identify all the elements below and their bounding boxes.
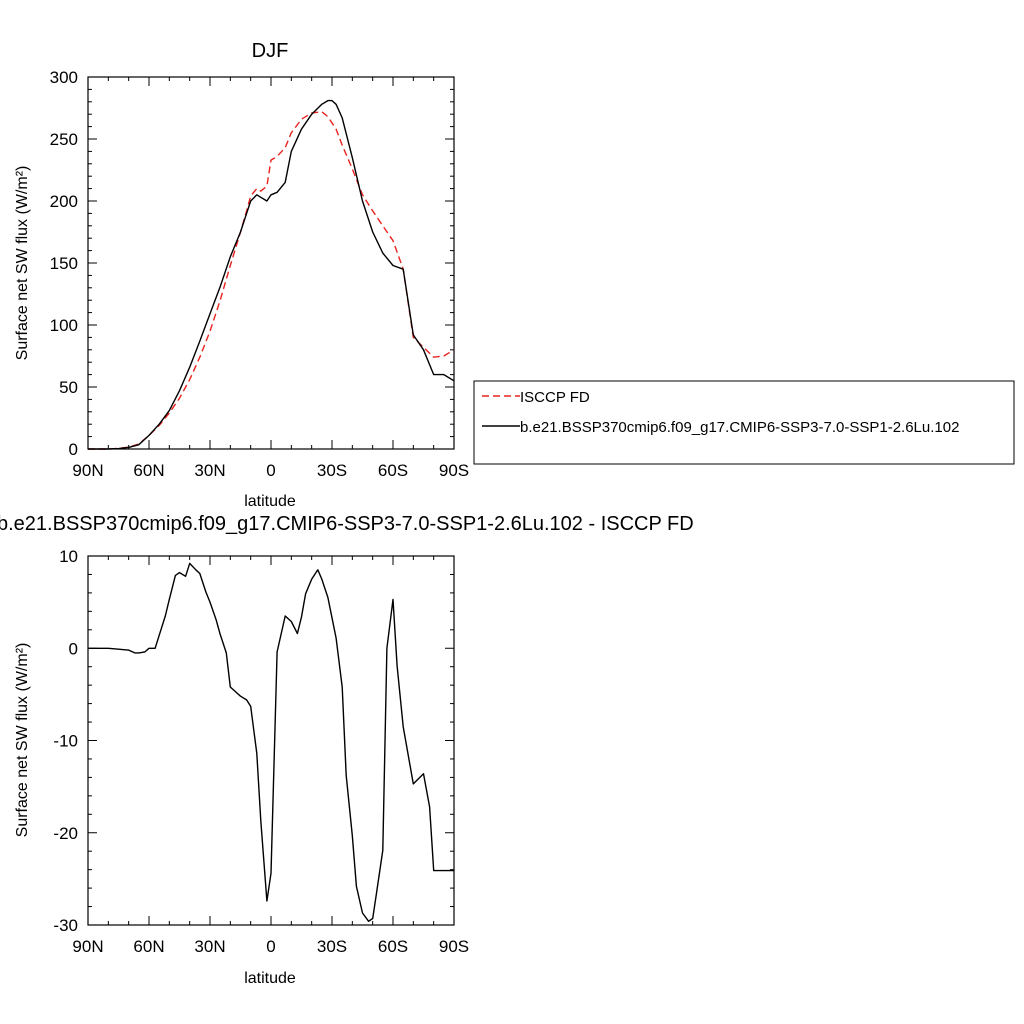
top-y-tick-label: 200 (50, 192, 78, 211)
top-x-tick-label: 60N (133, 461, 164, 480)
top-axes: 90N 60N 30N 0 30S 60S 90S 0 50 100 150 200 250 300 (50, 68, 470, 480)
bottom-series-group (88, 562, 454, 922)
bottom-axes: 90N 60N 30N 0 30S 60S 90S -30 -20 -10 0 10 (53, 547, 469, 956)
top-x-tick-label: 90S (439, 461, 469, 480)
bottom-y-tick-label: -30 (53, 916, 78, 935)
bottom-y-axis-label: Surface net SW flux (W/m²) (14, 643, 31, 838)
top-x-tick-label: 30N (194, 461, 225, 480)
bottom-x-tick-label: 30S (317, 937, 347, 956)
legend-label-model: b.e21.BSSP370cmip6.f09_g17.CMIP6-SSP3-7.… (520, 419, 959, 436)
bottom-plot-frame (87, 555, 455, 926)
bottom-x-tick-label: 60N (133, 937, 164, 956)
top-panel: DJF 90N 60N 30N 0 30S 60S 90S 0 50 100 150 200 250 30… (14, 40, 469, 510)
bottom-y-tick-label: 10 (59, 547, 78, 566)
bottom-x-tick-label: 90S (439, 937, 469, 956)
bottom-y-tick-label: -10 (53, 732, 78, 751)
top-series-line-1 (88, 99, 455, 450)
top-chart-title: DJF (252, 40, 289, 62)
top-x-tick-label: 90N (72, 461, 103, 480)
top-x-tick-label: 30S (317, 461, 347, 480)
top-series-group (88, 99, 455, 450)
bottom-x-tick-label: 0 (266, 937, 275, 956)
top-y-tick-label: 50 (59, 378, 78, 397)
top-y-tick-label: 0 (69, 440, 78, 459)
bottom-x-axis-label: latitude (244, 970, 296, 987)
bottom-chart-title: b.e21.BSSP370cmip6.f09_g17.CMIP6-SSP3-7.… (0, 513, 694, 535)
top-plot-frame (87, 76, 455, 450)
top-y-tick-label: 300 (50, 68, 78, 87)
top-y-axis-label: Surface net SW flux (W/m²) (14, 166, 31, 361)
bottom-x-tick-label: 90N (72, 937, 103, 956)
bottom-series-line-0 (88, 562, 454, 922)
legend: ISCCP FD b.e21.BSSP370cmip6.f09_g17.CMIP… (473, 380, 1015, 465)
bottom-y-tick-label: -20 (53, 824, 78, 843)
top-series-line-0 (88, 110, 455, 450)
bottom-x-tick-label: 30N (194, 937, 225, 956)
bottom-x-tick-label: 60S (378, 937, 408, 956)
top-y-tick-label: 100 (50, 316, 78, 335)
top-x-tick-label: 0 (266, 461, 275, 480)
top-y-tick-label: 150 (50, 254, 78, 273)
legend-box (473, 380, 1015, 465)
legend-label-isccp: ISCCP FD (520, 389, 590, 406)
bottom-y-tick-label: 0 (69, 639, 78, 658)
bottom-panel: b.e21.BSSP370cmip6.f09_g17.CMIP6-SSP3-7.… (0, 513, 694, 987)
top-x-tick-label: 60S (378, 461, 408, 480)
top-x-axis-label: latitude (244, 493, 296, 510)
top-y-tick-label: 250 (50, 130, 78, 149)
